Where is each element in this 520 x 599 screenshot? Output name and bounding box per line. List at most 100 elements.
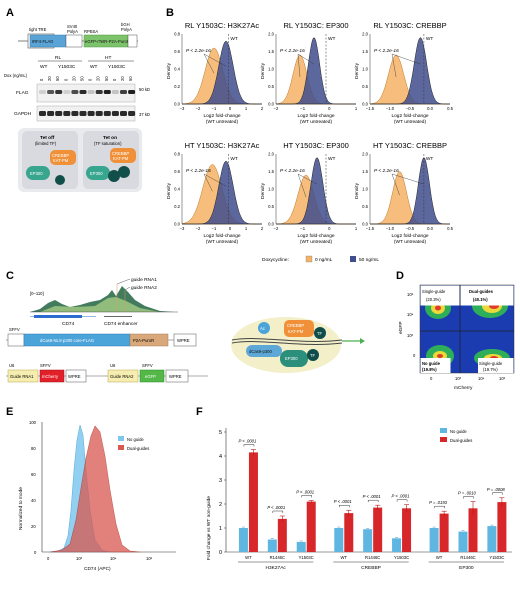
guide-rna1-cassette: Guide RNA1	[10, 374, 34, 379]
e-legend-swatch-dual	[118, 445, 124, 450]
density-ytick: 0.0	[268, 222, 274, 227]
rpbsa-label: RPBSA	[84, 29, 98, 34]
ep300-c-label: EP300	[285, 356, 298, 361]
pvalue-label: P < .0001	[296, 489, 314, 494]
tf-label-2: TF	[310, 353, 316, 358]
pval-label: P < 2.2e-16	[186, 168, 211, 174]
density-title: HT Y1503C: H3K27Ac	[185, 141, 260, 150]
sv40-label: SV40	[67, 24, 78, 29]
density-ytick: 0.4	[174, 187, 180, 192]
density-curve	[370, 37, 450, 105]
pvalue-label: P < .0001	[267, 505, 285, 510]
e-ylabel: Normalized to mode	[18, 487, 24, 530]
density-ytick: 1.5	[362, 169, 368, 174]
density-xtick: 1	[245, 106, 248, 111]
wpre-label-1: WPRE	[177, 338, 190, 343]
dcas9-p300-label: dCas9-p300	[249, 349, 272, 354]
no-guide-label: No guide	[422, 361, 441, 366]
flag-band	[55, 90, 63, 94]
density-xtick: −1	[212, 226, 217, 231]
e-ytick-80: 80	[31, 446, 36, 451]
pvalue-label: P < .0001	[363, 494, 381, 499]
density-ytick: 0.2	[174, 204, 180, 209]
e-xtick-4: 10⁴	[110, 556, 117, 561]
egfp-cassette-label: eGFP-rTetR-P2A-PuroR	[85, 39, 130, 44]
bar-legend-swatch-dual	[440, 437, 447, 442]
sffv-label-3: SFFV	[142, 363, 153, 368]
density-xtick: −1	[300, 106, 305, 111]
flag-band	[63, 90, 71, 94]
bar-ytick: 1	[219, 526, 222, 532]
panel-label-e: E	[6, 406, 13, 418]
construct-diagram: tight TRE IRF4-FLAG SV40 PolyA RPBSA eGF…	[18, 22, 138, 49]
flag-band	[128, 90, 136, 94]
density-curve	[276, 157, 356, 225]
bar-dual-guides	[373, 507, 383, 552]
pval-label: P < 2.2e-16	[186, 48, 211, 54]
density-ytick: 2.0	[362, 152, 368, 157]
bar-category: R1446C	[365, 555, 380, 560]
d-xtick-2: 10³	[455, 376, 462, 381]
density-xlabel2: (WT untreated)	[206, 239, 239, 245]
density-xtick: −0.5	[406, 226, 415, 231]
density-xtick: −3	[180, 226, 185, 231]
density-ytick: 0.6	[174, 49, 180, 54]
d-ytick-4: 0	[413, 353, 416, 358]
density-xlabel: Log2 fold-change	[297, 233, 334, 239]
density-xtick: 1	[245, 226, 248, 231]
group-ht: HT	[105, 55, 111, 61]
density-xtick: −2	[196, 106, 201, 111]
sffv-label-1: SFFV	[9, 327, 20, 332]
e-ytick-40: 40	[31, 498, 36, 503]
density-xlabel: Log2 fold-change	[297, 113, 334, 119]
e-xtick-5: 10⁵	[146, 556, 153, 561]
flag-band	[111, 90, 119, 94]
bar-group: H3K27Ac	[266, 565, 287, 571]
wt-label: WT	[426, 156, 434, 162]
density-xlabel2: (WT untreated)	[300, 239, 333, 245]
bgh-label: bGH	[121, 22, 130, 27]
density-ytick: 1.5	[268, 169, 274, 174]
u6-label-1: U6	[9, 363, 15, 368]
density-xtick: 0	[229, 106, 232, 111]
bar-legend-swatch-noguide	[440, 428, 447, 433]
density-plots: RL Y1503C: H3K27Ac WT P < 2.2e-16 0.0 0.2 0.4…	[166, 21, 454, 245]
crebbp-c-label: CREBBP	[287, 323, 304, 328]
density-ytick: 1.5	[362, 49, 368, 54]
density-xtick: −2	[196, 226, 201, 231]
density-xlabel2: (WT untreated)	[394, 239, 427, 245]
d-ytick-3: 10³	[407, 333, 414, 338]
wt-label: WT	[328, 36, 336, 42]
density-ytick: 0.0	[362, 222, 368, 227]
ac-label: Ac	[260, 326, 265, 331]
dual-guides-label: Dual-guides	[469, 289, 494, 294]
pvalue-label: P < .0001	[238, 439, 256, 444]
e-ytick-100: 100	[29, 420, 37, 425]
lane-wt-2: WT	[90, 64, 98, 70]
wt-label: WT	[328, 156, 336, 162]
bar-category: WT	[245, 555, 252, 560]
pvalue-label: P < .0001	[392, 494, 410, 499]
bar-category: Y1503C	[489, 555, 504, 560]
density-ylabel: Density	[354, 182, 360, 199]
bar-dual-guides	[497, 502, 507, 552]
ep300-on-label: EP300	[90, 171, 103, 176]
density-xtick: 0.0	[427, 106, 433, 111]
bar-legend-dual: Dual-guides	[450, 438, 472, 443]
bar-dual-guides	[402, 508, 412, 552]
density-ytick: 2.0	[268, 152, 274, 157]
polya2-label: PolyA	[121, 27, 132, 32]
lane-wt-1: WT	[40, 64, 48, 70]
density-xtick: 0	[328, 106, 331, 111]
dox-value: 0	[112, 78, 117, 81]
dox-value: 50	[80, 76, 85, 81]
histogram-e: 0 20 40 60 80 100 0 10³ 10⁴ 10⁵ CD74 (AP…	[18, 420, 176, 572]
dox-value: 50	[104, 76, 109, 81]
density-xtick: −1.0	[386, 226, 395, 231]
wpre-label-3: WPRE	[169, 374, 182, 379]
gapdh-band	[71, 111, 79, 116]
density-ylabel: Density	[354, 62, 360, 79]
single-guide-br: Single-guide	[479, 361, 503, 366]
dox-value: 0	[88, 78, 93, 81]
